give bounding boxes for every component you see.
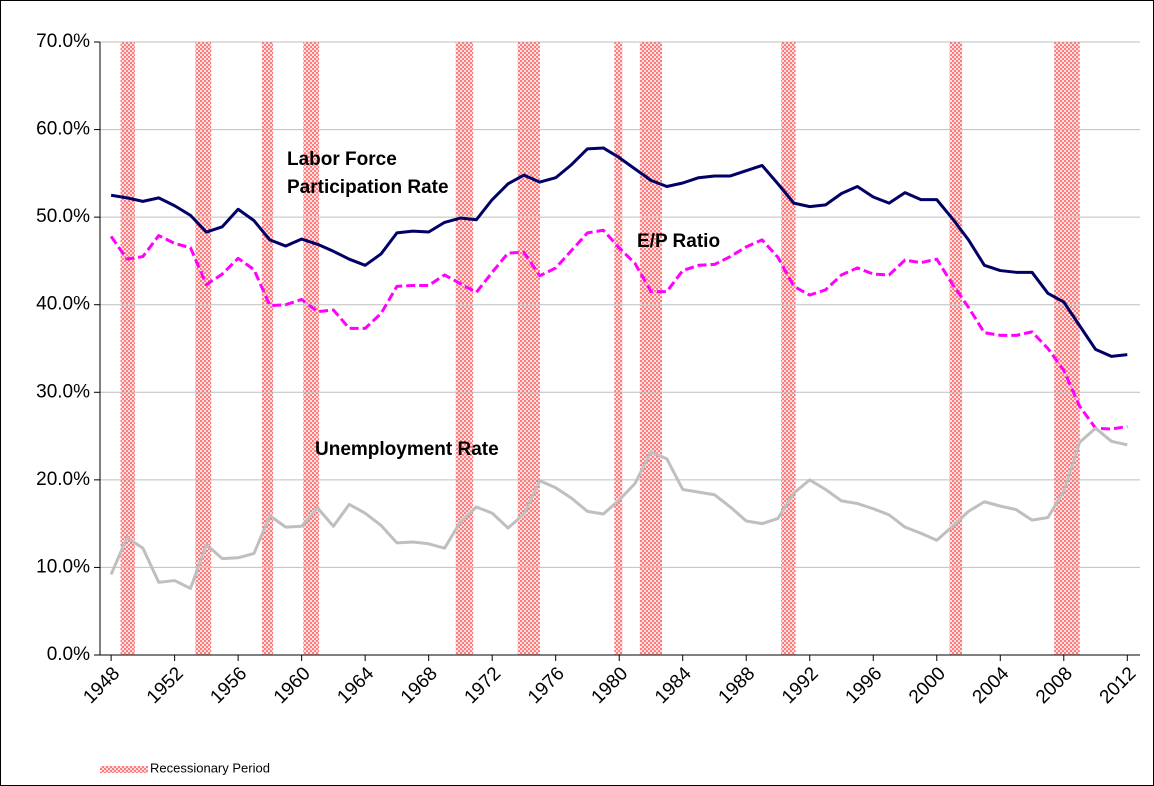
recession-band (1054, 42, 1080, 655)
series-line (109, 228, 1128, 431)
series-line (110, 146, 1128, 358)
y-tick-label: 20.0% (36, 469, 90, 490)
recession-band (517, 42, 540, 655)
y-tick-label: 0.0% (47, 644, 90, 665)
y-tick-label: 60.0% (36, 119, 90, 140)
annotation: Labor Force (287, 149, 397, 170)
y-tick-label: 70.0% (36, 31, 90, 52)
y-tick-label: 40.0% (36, 294, 90, 315)
annotation: Participation Rate (287, 177, 449, 198)
y-tick-label: 50.0% (36, 206, 90, 227)
annotation: E/P Ratio (637, 231, 720, 252)
y-tick-label: 10.0% (36, 556, 90, 577)
series-line (109, 426, 1128, 590)
annotation: Unemployment Rate (315, 439, 499, 460)
y-tick-label: 30.0% (36, 381, 90, 402)
recession-band (781, 42, 796, 655)
legend-label: Recessionary Period (150, 760, 270, 775)
legend-swatch (100, 766, 148, 773)
recession-band (949, 42, 963, 655)
recession-band (639, 42, 663, 655)
recession-band (120, 42, 135, 655)
recession-band (455, 42, 474, 655)
recession-band (614, 42, 623, 655)
recession-band (303, 42, 320, 655)
recession-band (261, 42, 274, 655)
recession-band (195, 42, 212, 655)
